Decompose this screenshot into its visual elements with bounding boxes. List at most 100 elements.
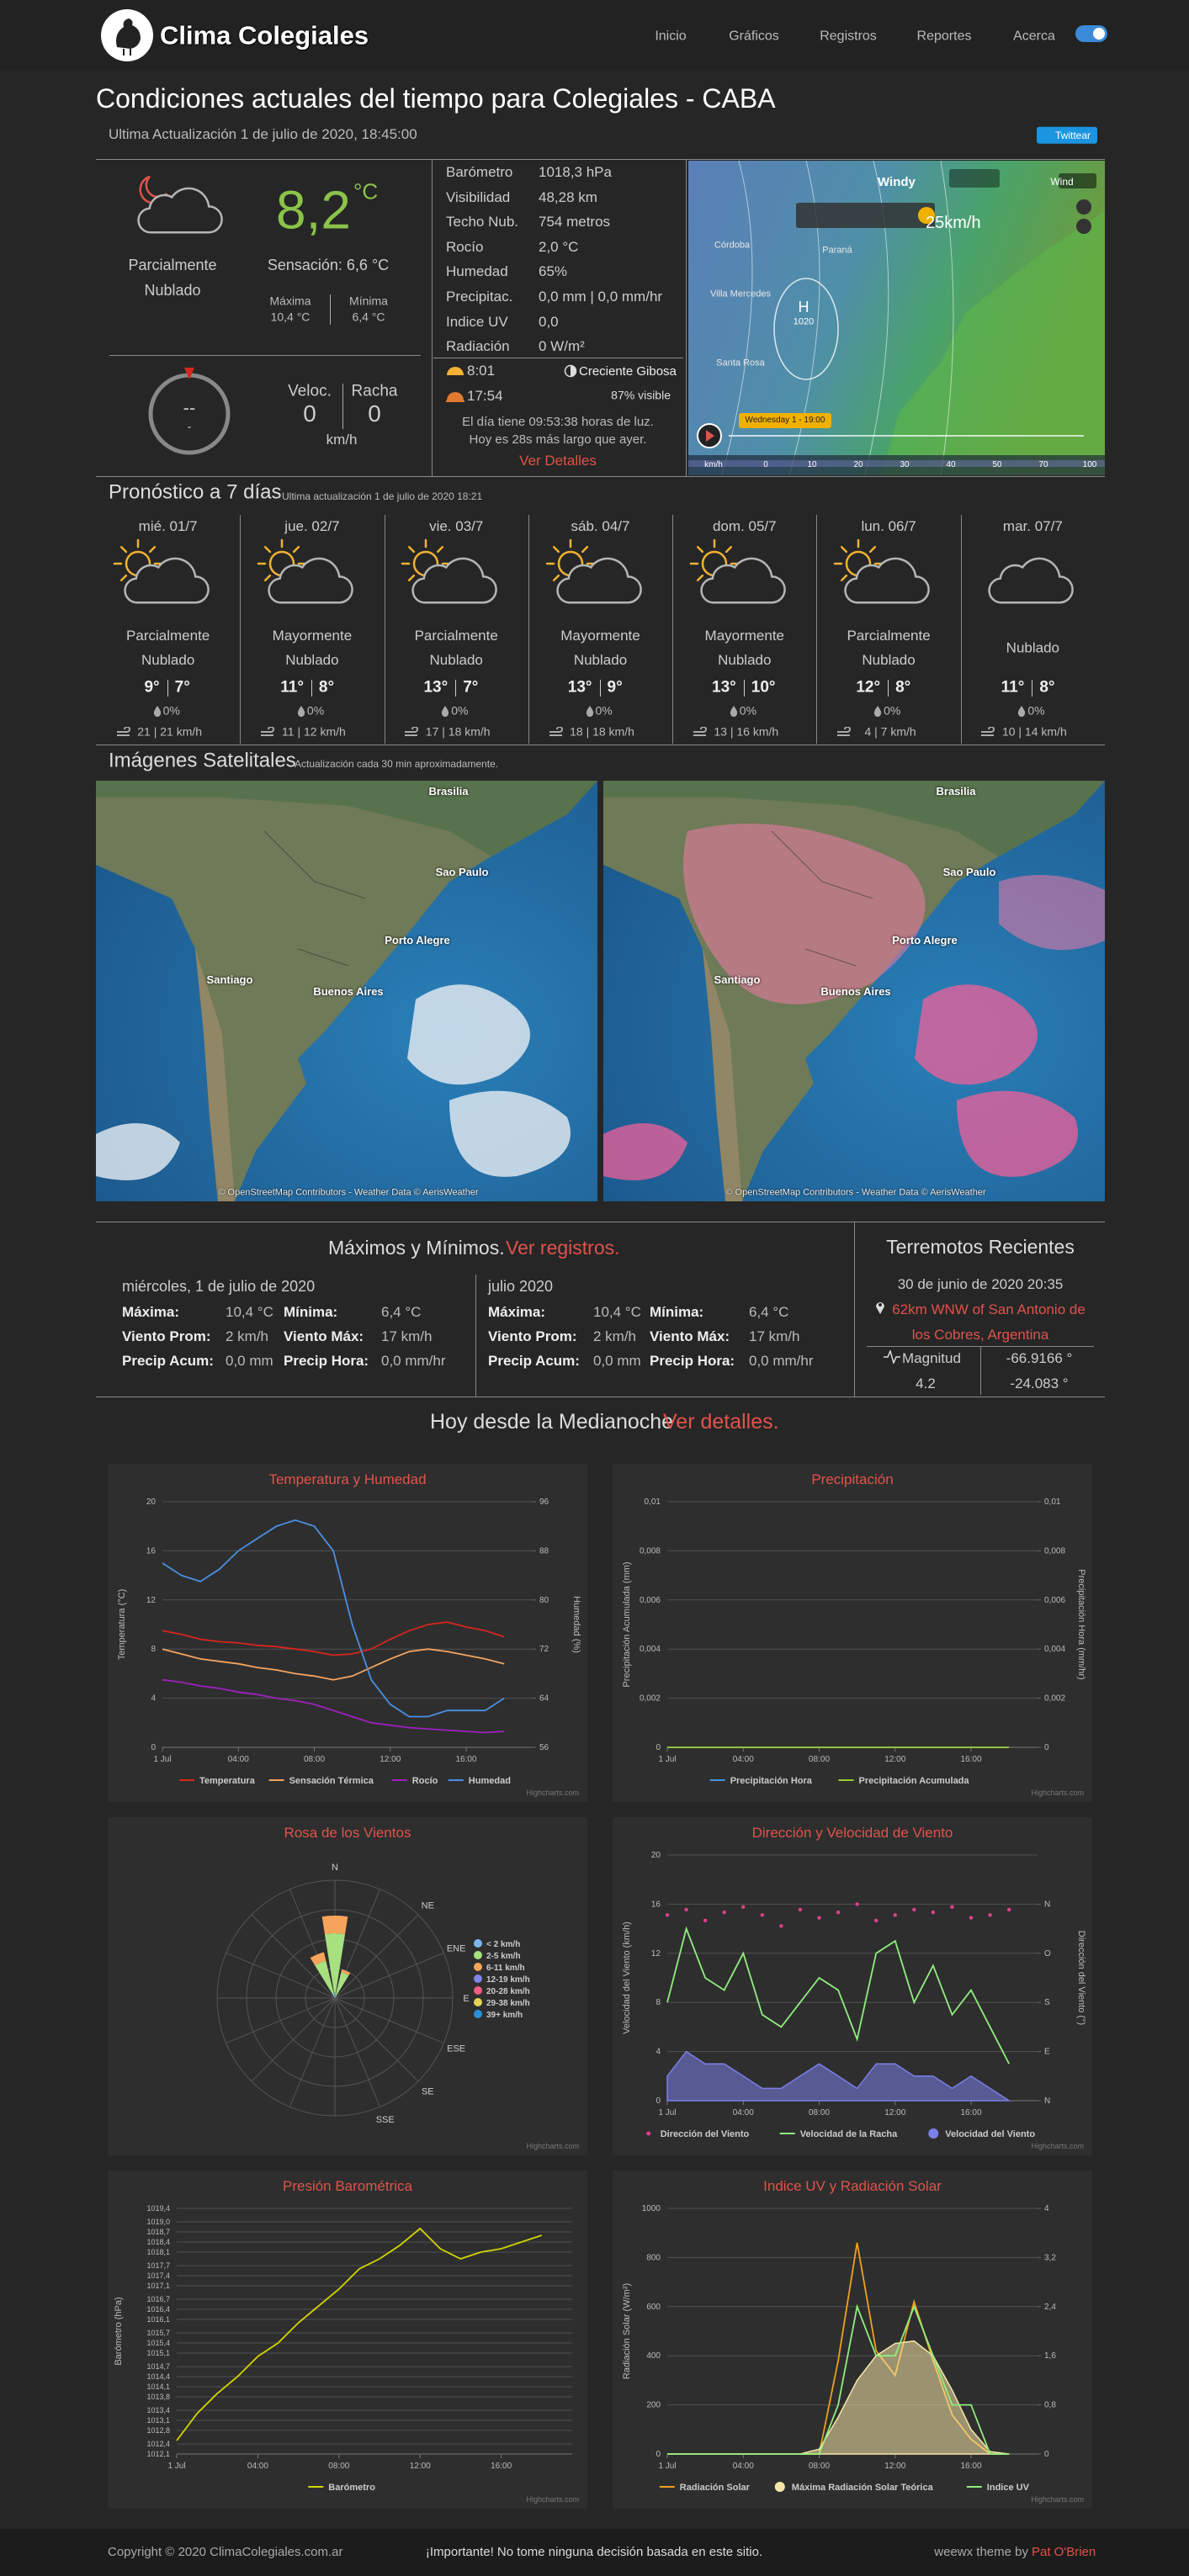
- record-value: 2 km/h: [226, 1328, 269, 1344]
- chart-title: Rosa de los Vientos: [284, 1825, 411, 1841]
- forecast-wind: 13 | 16 km/h: [714, 724, 779, 739]
- brand[interactable]: Clima Colegiales: [160, 20, 369, 50]
- polar-spoke: [334, 1997, 444, 2044]
- y-tick-label: 1016,7: [146, 2295, 170, 2303]
- text: Creciente Gibosa: [579, 364, 677, 379]
- text: Wind: [1050, 175, 1074, 188]
- record-label: Viento Prom:: [122, 1328, 211, 1344]
- wind-gauge: [148, 368, 231, 455]
- weather-icon: [689, 538, 786, 604]
- record-value: 10,4 °C: [226, 1303, 273, 1320]
- weather-icon: [833, 538, 930, 604]
- forecast-wind: 4 | 7 km/h: [864, 724, 916, 739]
- y-tick-label: 600: [646, 2303, 661, 2312]
- record-value: 0,0 mm/hr: [749, 1352, 814, 1369]
- scatter-point: [684, 1907, 688, 1912]
- tweet-button[interactable]: Twittear: [1036, 126, 1098, 145]
- legend-symbol: [474, 1974, 482, 1983]
- legend-label: Dirección del Viento: [661, 2129, 750, 2139]
- wind-icon: [116, 727, 130, 736]
- quake-location[interactable]: 62km WNW of San Antonio de los Cobres, A…: [892, 1301, 1085, 1343]
- text: 6,4 °C: [352, 310, 385, 324]
- credits: Highcharts.com: [526, 1789, 579, 1797]
- polar-spoke: [289, 1997, 336, 2107]
- credits: Highcharts.com: [1031, 2142, 1084, 2150]
- y-tick-label: 0: [151, 1743, 156, 1752]
- area-series: [666, 2050, 1011, 2102]
- records-link[interactable]: Ver registros.: [506, 1237, 620, 1259]
- navbar: [0, 0, 1189, 71]
- nav-link[interactable]: Inicio: [655, 29, 687, 44]
- y2-tick-label: N: [1044, 2096, 1050, 2106]
- weather-icon: [137, 175, 223, 234]
- divider: [96, 159, 1105, 160]
- x-tick-label: 12:00: [410, 2462, 431, 2471]
- legend-symbol: [474, 1998, 482, 2006]
- author-link[interactable]: Pat O'Brien: [1032, 2545, 1096, 2559]
- wind-icon: [981, 727, 995, 736]
- map-scale: 30: [900, 460, 910, 469]
- nav-link[interactable]: Acerca: [1013, 29, 1055, 44]
- direction-label: E: [463, 1994, 469, 2004]
- chart-title: Dirección y Velocidad de Viento: [752, 1825, 953, 1841]
- chart: Dirección y Velocidad de Viento Highchart…: [613, 1817, 1092, 2155]
- chart: Temperatura y Humedad Highcharts.com 0 4 8 12…: [108, 1464, 587, 1802]
- chart-background: [108, 1464, 587, 1802]
- record-label: Mínima:: [650, 1303, 704, 1320]
- y-tick-label: 1012,8: [146, 2426, 170, 2435]
- forecast-condition: Mayormente Nublado: [560, 628, 640, 668]
- today-link[interactable]: Ver detalles.: [663, 1410, 779, 1434]
- x-tick-label: 12:00: [380, 1755, 401, 1764]
- legend-symbol: [474, 1963, 482, 1971]
- y2-tick-label: 2,4: [1044, 2303, 1056, 2312]
- y-tick-label: 4: [656, 2048, 661, 2057]
- nav-link[interactable]: Registros: [820, 29, 877, 44]
- chart-title: Temperatura y Humedad: [268, 1471, 426, 1487]
- map-scale: 40: [946, 460, 956, 469]
- x-tick-label: 04:00: [228, 1755, 249, 1764]
- legend-label: Barómetro: [328, 2483, 375, 2493]
- rose-segment: [315, 1960, 335, 1996]
- line-series: [162, 1678, 505, 1734]
- y-tick-label: 0,002: [640, 1694, 661, 1704]
- wind-icon: [405, 727, 419, 736]
- y-tick-label: 1017,1: [146, 2282, 170, 2290]
- forecast-low: 7°: [174, 678, 190, 697]
- y-tick-label: 0: [656, 2096, 661, 2106]
- legend-label: Rocío: [412, 1776, 438, 1786]
- text: Ultima Actualización 1 de julio de 2020,…: [109, 125, 417, 142]
- forecast-wind: 21 | 21 km/h: [137, 724, 203, 739]
- legend-symbol: [474, 1951, 482, 1959]
- polar-spoke: [334, 1914, 419, 1999]
- polar-spoke: [251, 1914, 336, 1999]
- forecast-low: 8°: [1039, 678, 1055, 697]
- y-tick-label: 1013,4: [146, 2406, 170, 2414]
- divider: [743, 680, 745, 697]
- drop-icon: [442, 706, 449, 717]
- y-axis-title: Temperatura (°C): [117, 1589, 127, 1660]
- legend-label: Radiación Solar: [680, 2483, 751, 2493]
- scatter-point: [665, 1913, 670, 1917]
- condition: Parcialmente Nublado: [128, 257, 217, 299]
- nav-link[interactable]: Gráficos: [729, 29, 779, 44]
- forecast-day: mar. 07/7: [1002, 517, 1063, 534]
- legend-symbol: [474, 2010, 482, 2018]
- nav-link[interactable]: Reportes: [916, 29, 972, 44]
- drop-icon: [1018, 706, 1026, 717]
- scatter-point: [1006, 1907, 1011, 1912]
- text: H: [798, 299, 809, 316]
- details-link[interactable]: Ver Detalles: [519, 452, 597, 469]
- x-tick-label: 08:00: [809, 1755, 830, 1764]
- x-tick-label: 1 Jul: [658, 1755, 676, 1764]
- scatter-point: [836, 1910, 841, 1915]
- direction-label: SE: [422, 2086, 434, 2096]
- polar-spoke: [226, 1997, 336, 2044]
- city-label: Santiago: [206, 973, 253, 987]
- line-series: [666, 1926, 1010, 2065]
- y-tick-label: 1014,4: [146, 2372, 170, 2381]
- legend-label: Máxima Radiación Solar Teórica: [792, 2483, 934, 2493]
- divider: [816, 515, 818, 744]
- x-tick-label: 04:00: [733, 2108, 754, 2118]
- section-title: Hoy desde la Medianoche: [430, 1410, 674, 1434]
